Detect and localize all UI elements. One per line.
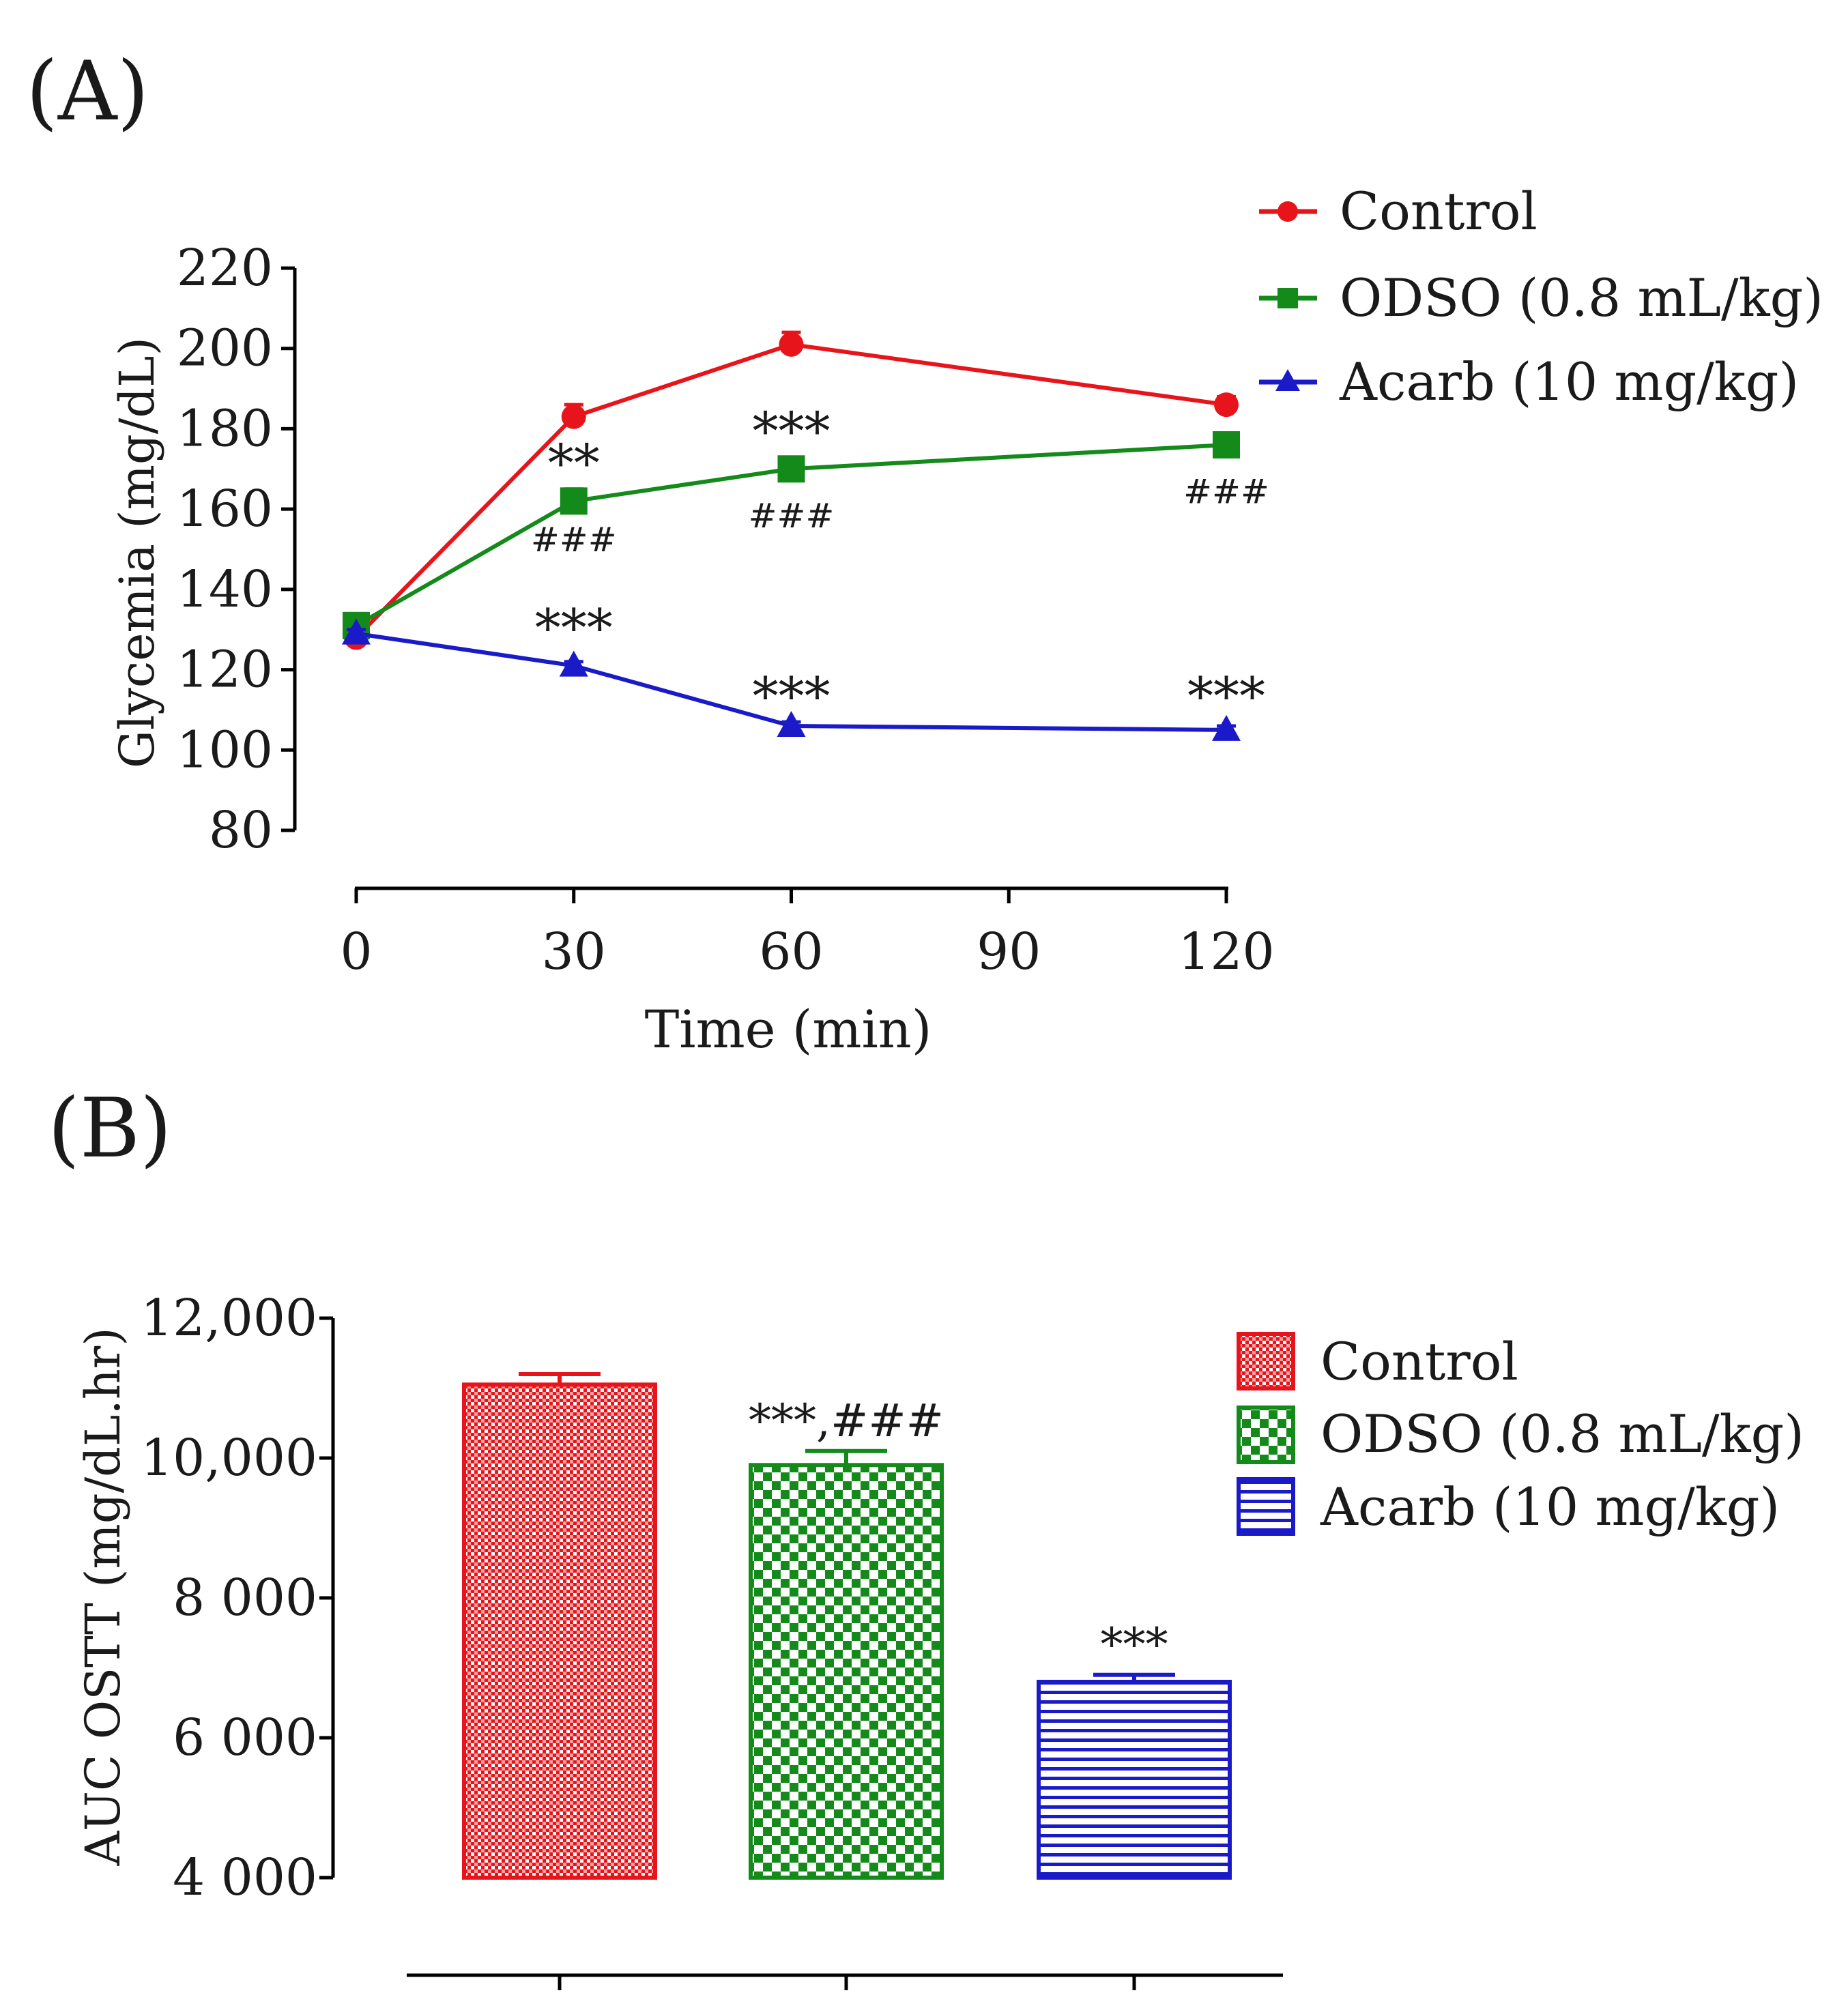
y-tick-label: 200 xyxy=(177,319,273,378)
x-tick-label: 60 xyxy=(759,922,823,981)
panel-a-x-axis-title: Time (min) xyxy=(645,999,932,1060)
panel-b-y-axis: 4 000 6 000 8 000 10,000 12,000 AUC OSTT (mg… xyxy=(75,1289,335,1907)
panel-a-line-chart: (A) 80 100 120 140 160 180 200 220 Glycemia (mg… xyxy=(26,44,1823,1060)
y-tick-label: 160 xyxy=(177,480,273,538)
data-point xyxy=(561,404,586,429)
panel-a-y-axis-title: Glycemia (mg/dL) xyxy=(109,337,165,768)
significance-label: *** xyxy=(753,401,831,461)
data-point xyxy=(1214,392,1239,418)
series-line xyxy=(356,631,1227,732)
series-line xyxy=(354,342,1227,639)
x-tick-label: 30 xyxy=(542,922,606,981)
bar xyxy=(462,1382,657,1880)
panel-b-y-axis-title: AUC OSTT (mg/dL.hr) xyxy=(75,1327,131,1866)
significance-label: ***,### xyxy=(749,1395,944,1447)
legend-b-odso-swatch xyxy=(1237,1406,1295,1464)
y-tick-label: 220 xyxy=(177,239,273,297)
x-tick-label: 120 xyxy=(1178,922,1274,981)
data-point xyxy=(559,650,588,677)
legend-b-acarb-swatch xyxy=(1237,1477,1295,1536)
panel-b-bar-chart: (B) 4 000 6 000 8 000 10,000 12,000 AUC OSTT… xyxy=(48,1081,1804,1990)
data-point xyxy=(777,455,805,483)
data-point xyxy=(342,618,371,645)
data-point xyxy=(777,710,806,737)
legend-a-control-label: Control xyxy=(1340,181,1537,242)
panel-b-legend-item-control: Control xyxy=(1237,1331,1518,1392)
y-tick-label: 180 xyxy=(177,399,273,458)
panel-a-legend-item-acarb: Acarb (10 mg/kg) xyxy=(1259,351,1799,412)
data-point xyxy=(779,332,804,357)
panel-a-legend: Control ODSO (0.8 mL/kg) Acarb (10 mg/kg… xyxy=(1259,181,1823,412)
bar xyxy=(1037,1680,1232,1880)
x-tick-label: 90 xyxy=(977,922,1041,981)
panel-a-legend-item-odso: ODSO (0.8 mL/kg) xyxy=(1259,267,1823,328)
series-2 xyxy=(342,618,1241,741)
legend-b-acarb-label: Acarb (10 mg/kg) xyxy=(1320,1476,1780,1537)
bar-group xyxy=(1037,1672,1232,1880)
panel-b-legend-item-acarb: Acarb (10 mg/kg) xyxy=(1237,1476,1780,1537)
data-point xyxy=(1213,431,1240,458)
panel-a-legend-item-control: Control xyxy=(1259,181,1537,242)
series-0 xyxy=(344,330,1239,650)
legend-a-odso-label: ODSO (0.8 mL/kg) xyxy=(1340,267,1823,328)
bar-group xyxy=(749,1448,944,1880)
panel-a-label: (A) xyxy=(26,44,149,139)
data-point xyxy=(1212,714,1241,741)
legend-b-odso-label: ODSO (0.8 mL/kg) xyxy=(1320,1403,1804,1464)
significance-label: ### xyxy=(749,496,835,536)
panel-a-x-axis: 0 30 60 90 120 Time (min) xyxy=(340,886,1275,1060)
y-tick-label: 6 000 xyxy=(173,1708,317,1767)
y-tick-label: 120 xyxy=(177,641,273,699)
y-tick-label: 12,000 xyxy=(141,1289,317,1348)
panel-b-legend-item-odso: ODSO (0.8 mL/kg) xyxy=(1237,1403,1804,1464)
significance-label: *** xyxy=(753,666,831,727)
significance-label: ### xyxy=(531,520,617,559)
significance-label: *** xyxy=(1187,666,1265,727)
y-tick-label: 140 xyxy=(177,560,273,619)
y-tick-label: 100 xyxy=(177,720,273,779)
y-tick-label: 10,000 xyxy=(141,1429,317,1487)
legend-b-control-label: Control xyxy=(1320,1331,1518,1392)
data-point xyxy=(560,487,588,515)
bar-group xyxy=(462,1372,657,1880)
significance-label: *** xyxy=(1101,1618,1168,1671)
panel-b-legend: Control ODSO (0.8 mL/kg) Acarb (10 mg/kg… xyxy=(1237,1331,1804,1537)
panel-b-x-axis xyxy=(407,1973,1283,1990)
legend-b-control-swatch xyxy=(1237,1332,1295,1390)
significance-label: ** xyxy=(548,433,600,494)
legend-a-odso-marker xyxy=(1277,288,1298,308)
y-tick-label: 4 000 xyxy=(173,1848,317,1907)
significance-label: ### xyxy=(1183,472,1269,512)
bar xyxy=(749,1463,944,1880)
legend-a-control-marker xyxy=(1277,201,1298,222)
y-tick-label: 80 xyxy=(209,801,273,860)
significance-label: *** xyxy=(535,598,613,658)
legend-a-acarb-label: Acarb (10 mg/kg) xyxy=(1339,351,1799,412)
x-tick-label: 0 xyxy=(340,922,372,981)
y-tick-label: 8 000 xyxy=(173,1569,317,1627)
series-line xyxy=(355,442,1227,628)
panel-b-label: (B) xyxy=(48,1081,172,1176)
legend-a-acarb-marker xyxy=(1275,369,1300,391)
panel-a-y-axis: 80 100 120 140 160 180 200 220 Glycemia (mg/dL) xyxy=(109,239,297,860)
